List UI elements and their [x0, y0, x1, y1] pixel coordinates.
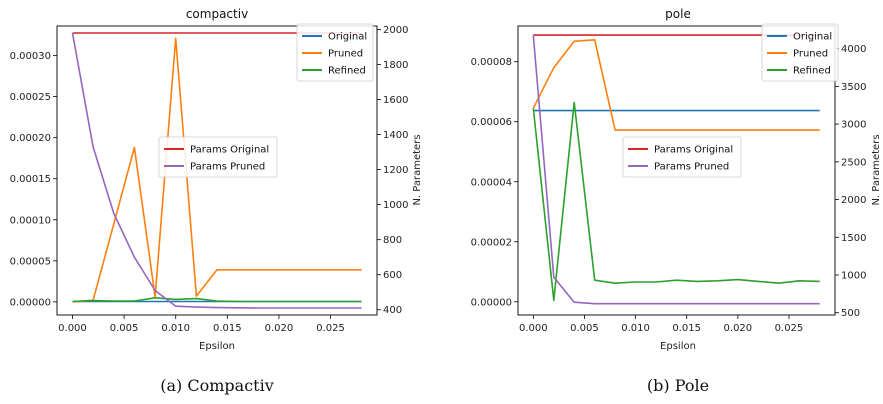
- legend-box: [296, 23, 374, 82]
- y2-tick-label: 1800: [383, 60, 408, 71]
- x-tick-label: 0.015: [672, 323, 701, 334]
- y2-tick-label: 2500: [841, 157, 866, 168]
- plot-frame: [56, 25, 378, 316]
- x-tick-label: 0.025: [775, 323, 804, 334]
- legend-label: Pruned: [328, 49, 363, 60]
- y2-axis-label: N. Parameters: [871, 134, 882, 205]
- y2-tick-label: 600: [383, 270, 402, 281]
- legend-box: [761, 23, 839, 82]
- panel-compactiv: compactiv 0.000 0.005 0.010 0.015 0.020 0.025…: [10, 7, 423, 395]
- y2-tick-label: 3500: [841, 82, 866, 93]
- chart-title: compactiv: [186, 7, 248, 21]
- legend-label: Params Pruned: [190, 162, 265, 173]
- x-tick-label: 0.025: [316, 323, 345, 334]
- y-tick-label: 0.00008: [471, 57, 512, 68]
- y-tick-label: 0.00004: [471, 177, 512, 188]
- y-tick-label: 0.00025: [10, 92, 51, 103]
- series-line-refined: [532, 101, 820, 302]
- legend-label: Original: [793, 32, 832, 43]
- y-tick-label: 0.00015: [10, 174, 51, 185]
- series-line-refined: [72, 296, 362, 303]
- y2-tick-label: 1000: [841, 271, 866, 282]
- legend-label: Pruned: [793, 49, 828, 60]
- series-line-pruned: [72, 37, 362, 303]
- y2-tick-label: 4000: [841, 44, 866, 55]
- legend-label: Params Pruned: [654, 162, 729, 173]
- y2-tick-label: 400: [383, 305, 402, 316]
- legend-box: [158, 136, 278, 178]
- series-line-params-pruned: [71, 32, 362, 309]
- figure-caption: (a) Compactiv: [160, 376, 273, 395]
- y-tick-label: 0.00005: [10, 256, 51, 267]
- x-tick-label: 0.015: [213, 323, 242, 334]
- series-line-params-pruned: [532, 35, 820, 305]
- series-line-pruned: [532, 38, 820, 131]
- y2-tick-label: 1000: [383, 200, 408, 211]
- y2-tick-label: 1600: [383, 95, 408, 106]
- y-tick-label: 0.00020: [10, 133, 51, 144]
- x-axis-label: Epsilon: [199, 341, 235, 352]
- y-tick-label: 0.00000: [10, 297, 51, 308]
- y2-tick-label: 2000: [383, 25, 408, 36]
- x-tick-label: 0.005: [110, 323, 139, 334]
- legend-box: [622, 136, 742, 178]
- y-tick-label: 0.00030: [10, 51, 51, 62]
- legend-label: Refined: [328, 66, 366, 77]
- y2-axis-label: N. Parameters: [412, 134, 423, 205]
- y2-tick-label: 1200: [383, 165, 408, 176]
- x-tick-label: 0.020: [724, 323, 753, 334]
- y2-tick-label: 3000: [841, 120, 866, 131]
- y2-tick-label: 800: [383, 235, 402, 246]
- legend-label: Refined: [793, 66, 831, 77]
- panel-pole: pole 0.000 0.005 0.010 0.015 0.020 0.0250.000…: [471, 7, 882, 395]
- legend-label: Params Original: [654, 145, 733, 156]
- x-tick-label: 0.005: [570, 323, 599, 334]
- x-tick-label: 0.010: [161, 323, 190, 334]
- y2-tick-label: 1400: [383, 130, 408, 141]
- chart-title: pole: [665, 7, 691, 21]
- x-tick-label: 0.010: [621, 323, 650, 334]
- x-tick-label: 0.020: [265, 323, 294, 334]
- y-tick-label: 0.00006: [471, 117, 512, 128]
- plot-frame: [517, 25, 836, 316]
- y-tick-label: 0.00000: [471, 297, 512, 308]
- x-tick-label: 0.000: [519, 323, 548, 334]
- legend-label: Original: [328, 32, 367, 43]
- y2-tick-label: 2000: [841, 195, 866, 206]
- x-tick-label: 0.000: [58, 323, 87, 334]
- plot-pole: 0.000 0.005 0.010 0.015 0.020 0.025 0.00000 0.0…: [471, 23, 866, 334]
- y2-tick-label: 1500: [841, 233, 866, 244]
- x-axis-label: Epsilon: [660, 341, 696, 352]
- y2-tick-label: 500: [841, 308, 860, 319]
- plot-compactiv: 0.000 0.005 0.010 0.015 0.020 0.025 0.00000 0.0…: [10, 23, 408, 334]
- figure-caption: (b) Pole: [647, 376, 709, 395]
- y-tick-label: 0.00002: [471, 237, 512, 248]
- legend-label: Params Original: [190, 145, 269, 156]
- y-tick-label: 0.00010: [10, 215, 51, 226]
